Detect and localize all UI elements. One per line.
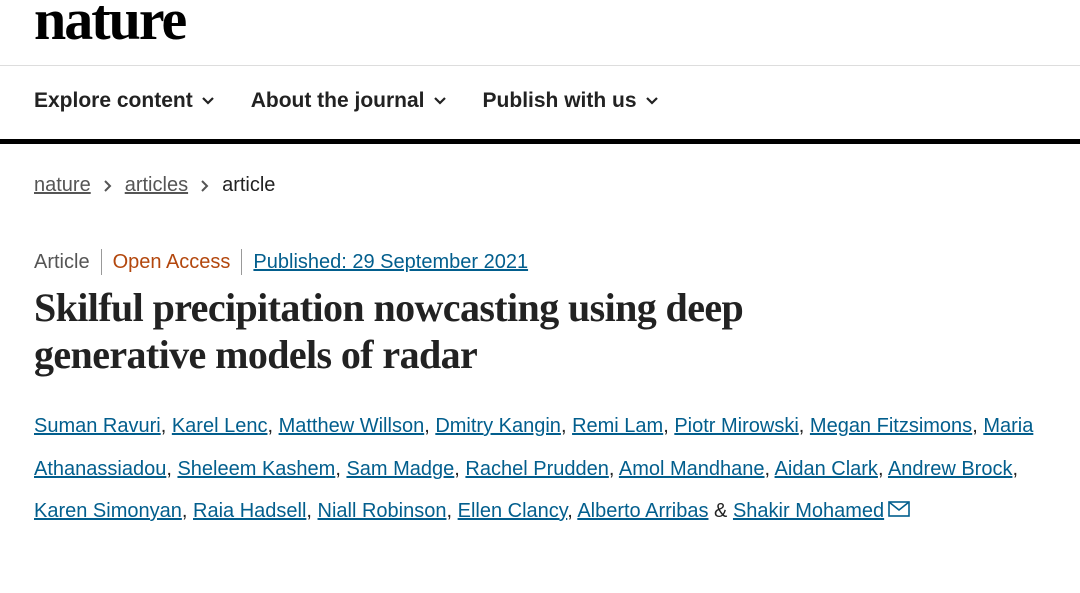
access-label: Open Access — [112, 250, 231, 273]
author-separator: , — [798, 415, 805, 437]
author-link[interactable]: Rachel Prudden — [465, 457, 609, 480]
author-link[interactable]: Remi Lam — [572, 415, 664, 437]
nav-label[interactable]: About the journal — [250, 89, 425, 112]
author-separator: , — [877, 457, 884, 480]
chevron-icon — [201, 97, 214, 105]
author-link[interactable]: Ellen Clancy — [457, 500, 568, 522]
author-link[interactable]: Shakir Mohamed — [732, 500, 885, 522]
author-separator: , — [306, 500, 312, 522]
author-link[interactable]: Aidan Clark — [774, 457, 878, 480]
author-link[interactable]: Amol Mandhane — [618, 457, 765, 480]
divider — [0, 139, 1080, 144]
crumb-chevron — [104, 179, 112, 192]
author-separator: , — [454, 457, 460, 480]
author-separator: , — [567, 500, 573, 522]
article-type: Article — [34, 250, 90, 273]
author-conjunction: & — [714, 500, 728, 522]
nav-item[interactable]: Publish with us — [483, 89, 659, 113]
author-link[interactable]: Raia Hadsell — [193, 500, 307, 522]
logo[interactable]: nature — [34, 0, 187, 52]
author-link[interactable]: Niall Robinson — [317, 500, 447, 522]
author-separator: , — [335, 457, 341, 480]
nav-item[interactable]: About the journal — [251, 89, 447, 113]
author-link[interactable]: Karel Lenc — [171, 415, 268, 437]
author-separator: , — [560, 415, 567, 437]
nav-label[interactable]: Publish with us — [482, 89, 637, 112]
author-link[interactable]: Karen Simonyan — [34, 500, 182, 522]
published-date[interactable]: Published: 29 September 2021 — [253, 250, 529, 273]
author-list: Suman Ravuri, Karel Lenc, Matthew Willso… — [34, 405, 1044, 533]
author-separator: , — [181, 500, 188, 522]
author-link[interactable]: Sheleem Kashem — [177, 457, 336, 480]
author-link[interactable]: Piotr Mirowski — [674, 415, 799, 437]
author-link[interactable]: Megan Fitzsimons — [809, 415, 973, 437]
separator — [100, 249, 102, 275]
author-separator: , — [1012, 457, 1019, 480]
breadcrumb-item: article — [222, 174, 276, 196]
separator — [241, 249, 243, 275]
author-link[interactable]: Sam Madge — [346, 457, 455, 480]
nav-label[interactable]: Explore content — [34, 89, 193, 112]
breadcrumb-item[interactable]: nature — [34, 174, 91, 196]
author-separator: , — [424, 415, 430, 437]
crumb-chevron — [201, 179, 209, 192]
chevron-icon — [645, 97, 658, 105]
article-meta: Article Open Access Published: 29 Septem… — [34, 249, 528, 275]
divider — [0, 65, 1080, 66]
email-icon[interactable] — [888, 501, 910, 517]
author-link[interactable]: Maria Athanassiadou — [34, 415, 1034, 480]
author-separator: , — [267, 415, 274, 437]
author-link[interactable]: Matthew Willson — [278, 415, 425, 437]
article-title: Skilful precipitation nowcasting using d… — [34, 285, 744, 377]
author-separator: , — [166, 457, 172, 480]
author-separator: , — [764, 457, 771, 480]
chevron-icon — [433, 97, 446, 105]
author-separator: , — [446, 500, 453, 522]
breadcrumb: nature articles article — [34, 174, 275, 197]
author-link[interactable]: Andrew Brock — [887, 457, 1013, 480]
author-separator: , — [608, 457, 615, 480]
author-separator: , — [160, 415, 167, 437]
breadcrumb-item[interactable]: articles — [124, 174, 189, 196]
author-link[interactable]: Alberto Arribas — [577, 500, 709, 522]
author-link[interactable]: Dmitry Kangin — [435, 415, 561, 437]
author-separator: , — [972, 415, 978, 437]
author-separator: , — [663, 415, 669, 437]
nav: Explore content About the journal Publish … — [34, 89, 659, 113]
nav-item[interactable]: Explore content — [34, 89, 215, 113]
author-link[interactable]: Suman Ravuri — [34, 415, 161, 437]
